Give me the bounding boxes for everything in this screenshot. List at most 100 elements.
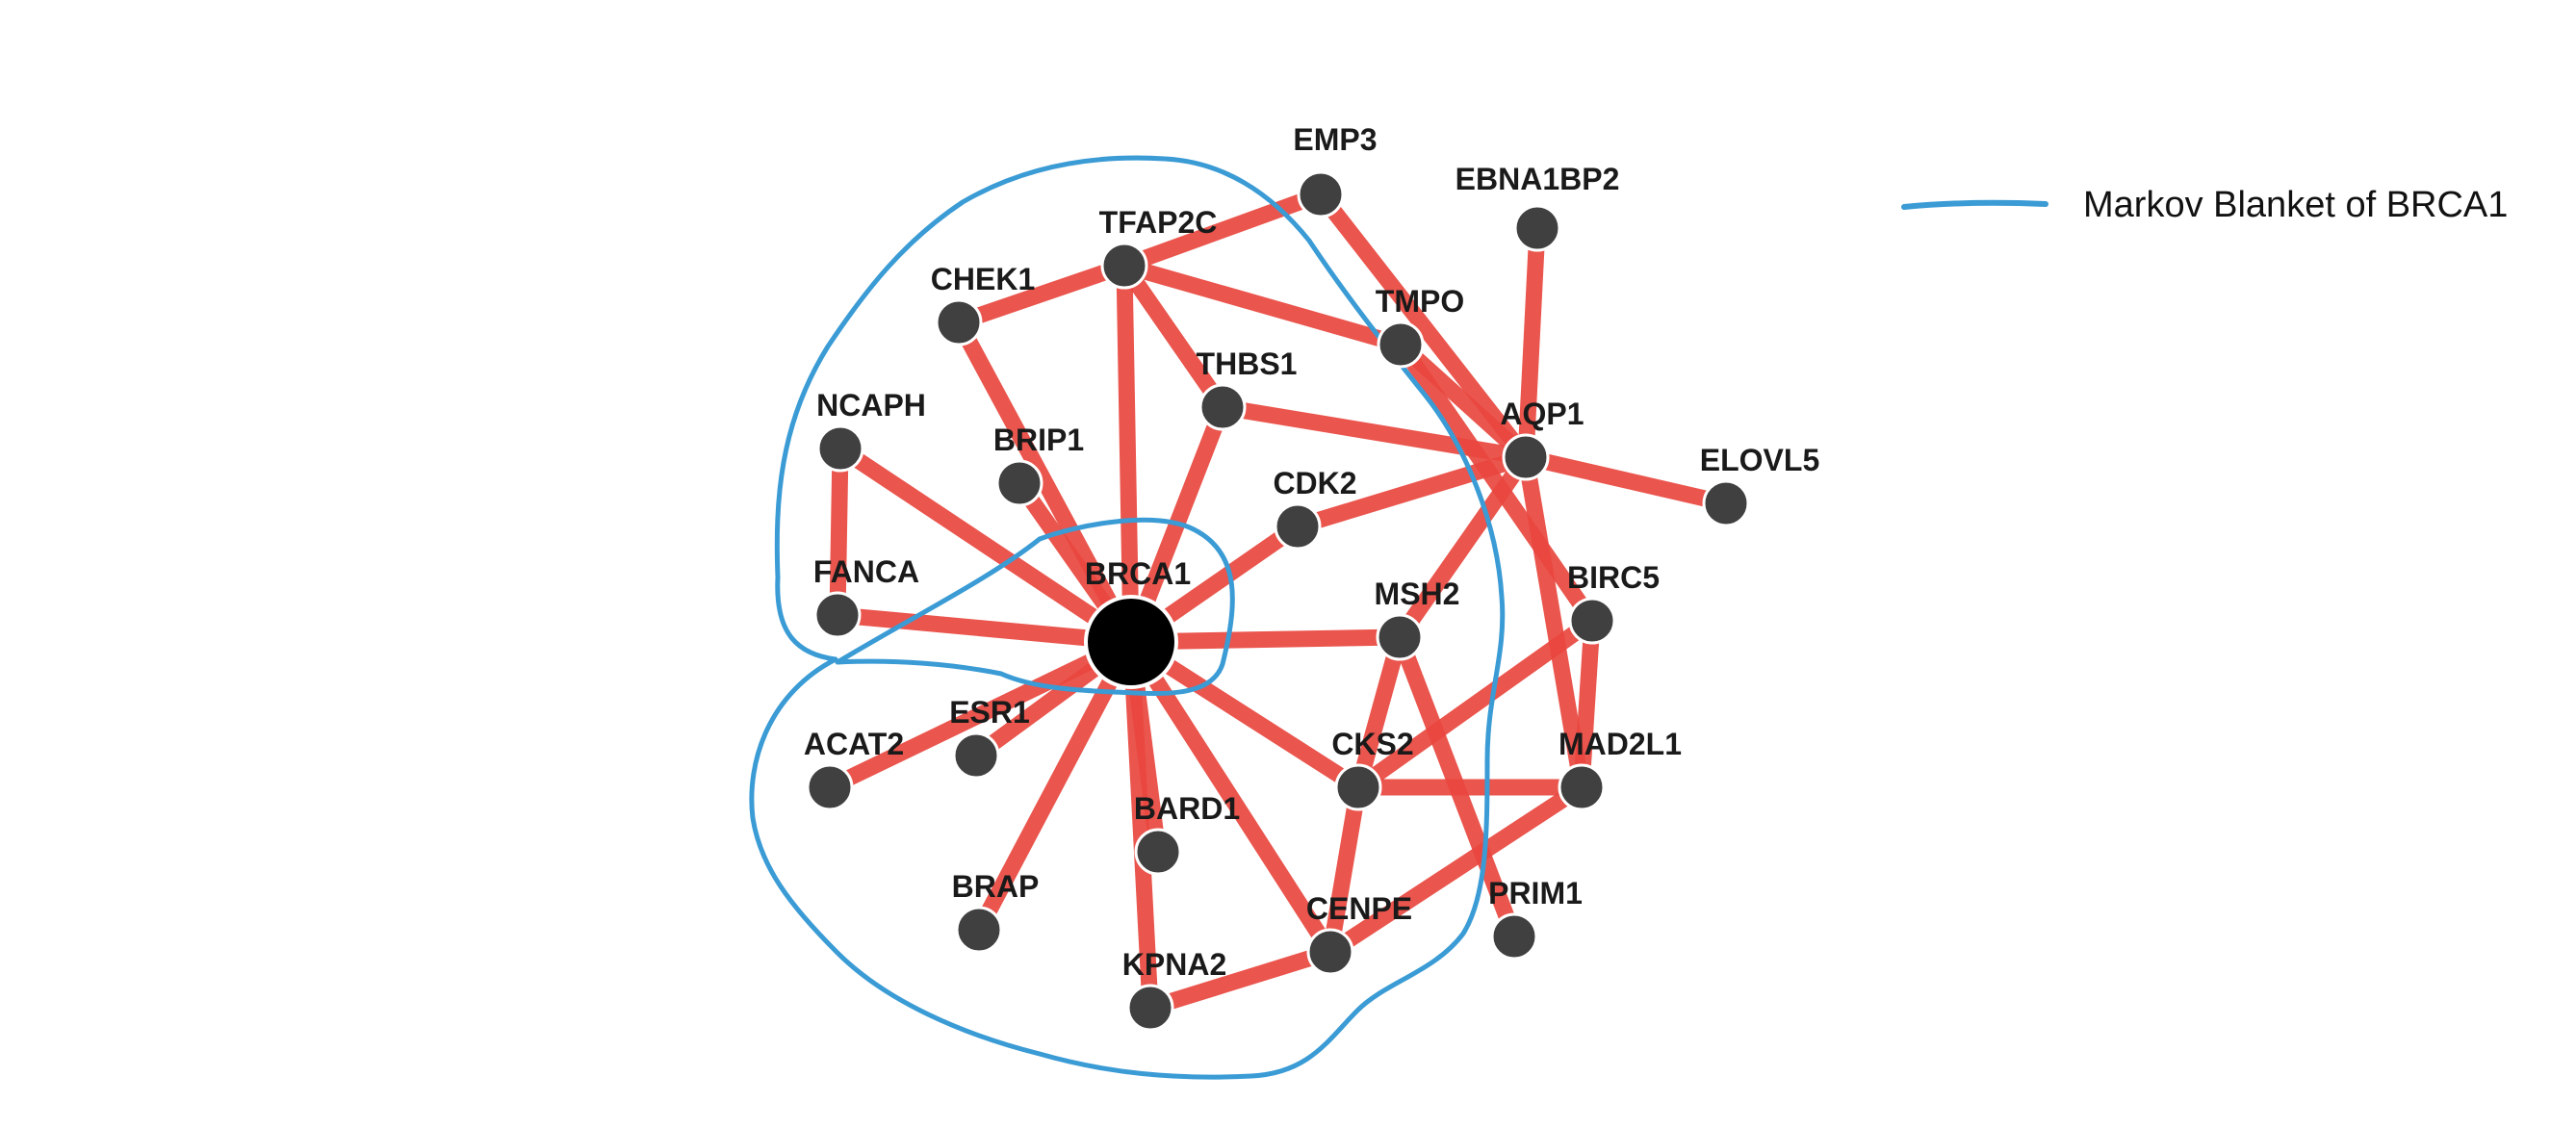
edge-mad2l1-cenpe: [1326, 780, 1586, 960]
node-msh2: MSH2: [1375, 577, 1460, 661]
node-thbs1: THBS1: [1197, 346, 1298, 431]
node-label: BIRC5: [1567, 560, 1660, 595]
node-label: BARD1: [1134, 791, 1240, 826]
edge-emp3-aqp1: [1314, 189, 1533, 463]
node-circle: [1513, 204, 1561, 252]
node-label: BRIP1: [993, 423, 1084, 457]
node-fanca: FANCA: [813, 554, 919, 639]
node-circle: [955, 906, 1003, 954]
node-circle: [806, 763, 854, 811]
node-circle: [952, 731, 1000, 780]
node-label: BRCA1: [1085, 556, 1191, 591]
node-label: TMPO: [1376, 284, 1464, 319]
node-label: NCAPH: [816, 388, 926, 423]
node-birc5: BIRC5: [1567, 560, 1660, 645]
node-ncaph: NCAPH: [816, 388, 926, 473]
node-tmpo: TMPO: [1376, 284, 1464, 369]
node-chek1: CHEK1: [931, 262, 1035, 346]
node-circle: [1297, 170, 1345, 218]
node-label: EBNA1BP2: [1455, 162, 1620, 196]
edge-emp3-tfap2c: [1121, 187, 1324, 273]
node-circle: [1274, 502, 1322, 551]
node-circle: [1334, 763, 1382, 811]
node-kpna2: KPNA2: [1122, 947, 1226, 1032]
node-mad2l1: MAD2L1: [1558, 727, 1682, 811]
edge-tfap2c-brca1: [1116, 265, 1140, 643]
edge-tfap2c-thbs1: [1118, 261, 1229, 412]
node-elovl5: ELOVL5: [1700, 443, 1819, 527]
node-circle: [935, 298, 983, 346]
node-brip1: BRIP1: [993, 423, 1084, 507]
markov-blanket-outline: [749, 155, 1506, 1080]
edge-aqp1-mad2l1: [1517, 455, 1590, 789]
hub-node-circle: [1084, 595, 1178, 689]
node-label: EMP3: [1293, 122, 1377, 157]
node-circle: [1502, 433, 1550, 481]
node-cdk2: CDK2: [1273, 466, 1357, 551]
node-label: ESR1: [949, 695, 1030, 730]
node-label: TFAP2C: [1099, 205, 1218, 240]
node-circle: [1134, 828, 1182, 876]
node-circle: [813, 591, 862, 639]
node-aqp1: AQP1: [1500, 397, 1584, 481]
node-layer: EMP3 EBNA1BP2 TFAP2C CHEK1 TMPO THBS1 AQP1 ELOV…: [804, 122, 1819, 1032]
node-label: MSH2: [1375, 577, 1460, 611]
node-tfap2c: TFAP2C: [1099, 205, 1218, 290]
node-circle: [1377, 320, 1425, 369]
edge-msh2-cks2: [1350, 634, 1408, 790]
legend: Markov Blanket of BRCA1: [1901, 185, 2508, 225]
edge-tmpo-birc5: [1394, 340, 1599, 626]
node-circle: [816, 424, 864, 473]
edge-brca1-kpna2: [1122, 641, 1159, 1009]
node-emp3: EMP3: [1293, 122, 1378, 218]
node-label: CENPE: [1306, 891, 1412, 926]
node-label: ACAT2: [804, 727, 904, 761]
edge-ncaph-fanca: [829, 448, 849, 616]
edge-tfap2c-chek1: [956, 257, 1127, 331]
node-bard1: BARD1: [1134, 791, 1240, 876]
node-ebna1bp2: EBNA1BP2: [1455, 162, 1620, 252]
node-prim1: PRIM1: [1488, 876, 1583, 961]
node-cks2: CKS2: [1331, 727, 1414, 811]
node-cenpe: CENPE: [1306, 891, 1412, 976]
node-label: AQP1: [1500, 397, 1584, 431]
node-brap: BRAP: [952, 869, 1040, 954]
node-circle: [1198, 383, 1247, 431]
edge-tfap2c-tmpo: [1121, 257, 1404, 353]
node-label: MAD2L1: [1558, 727, 1682, 761]
node-circle: [1126, 984, 1174, 1032]
edge-thbs1-aqp1: [1221, 398, 1528, 466]
edge-aqp1-elovl5: [1524, 449, 1728, 512]
node-label: KPNA2: [1122, 947, 1226, 982]
node-label: CKS2: [1331, 727, 1413, 761]
edge-aqp1-cdk2: [1295, 449, 1529, 535]
node-label: PRIM1: [1488, 876, 1583, 910]
node-circle: [1100, 242, 1148, 290]
edge-cks2-cenpe: [1322, 785, 1367, 954]
edge-birc5-mad2l1: [1573, 620, 1601, 788]
edge-cenpe-kpna2: [1147, 943, 1333, 1016]
legend-label: Markov Blanket of BRCA1: [2083, 185, 2508, 225]
node-circle: [1558, 763, 1606, 811]
node-esr1: ESR1: [949, 695, 1030, 780]
node-circle: [1568, 597, 1616, 645]
edge-layer: [826, 187, 1728, 1016]
node-label: THBS1: [1197, 346, 1298, 381]
edge-ebna1bp2-aqp1: [1517, 227, 1546, 458]
edge-ncaph-brca1: [836, 441, 1136, 650]
node-brca1: BRCA1: [1084, 556, 1191, 689]
node-circle: [1376, 613, 1424, 661]
edge-brca1-acat2: [826, 634, 1135, 795]
node-circle: [1702, 479, 1750, 527]
node-circle: [1306, 928, 1354, 976]
node-label: CDK2: [1273, 466, 1356, 500]
node-label: ELOVL5: [1700, 443, 1819, 477]
node-label: FANCA: [813, 554, 919, 589]
node-circle: [995, 459, 1043, 507]
node-circle: [1490, 912, 1538, 961]
brca1-inner-outline: [835, 517, 1235, 697]
edge-birc5-cks2: [1353, 614, 1597, 794]
node-label: BRAP: [952, 869, 1040, 904]
node-label: CHEK1: [931, 262, 1035, 296]
